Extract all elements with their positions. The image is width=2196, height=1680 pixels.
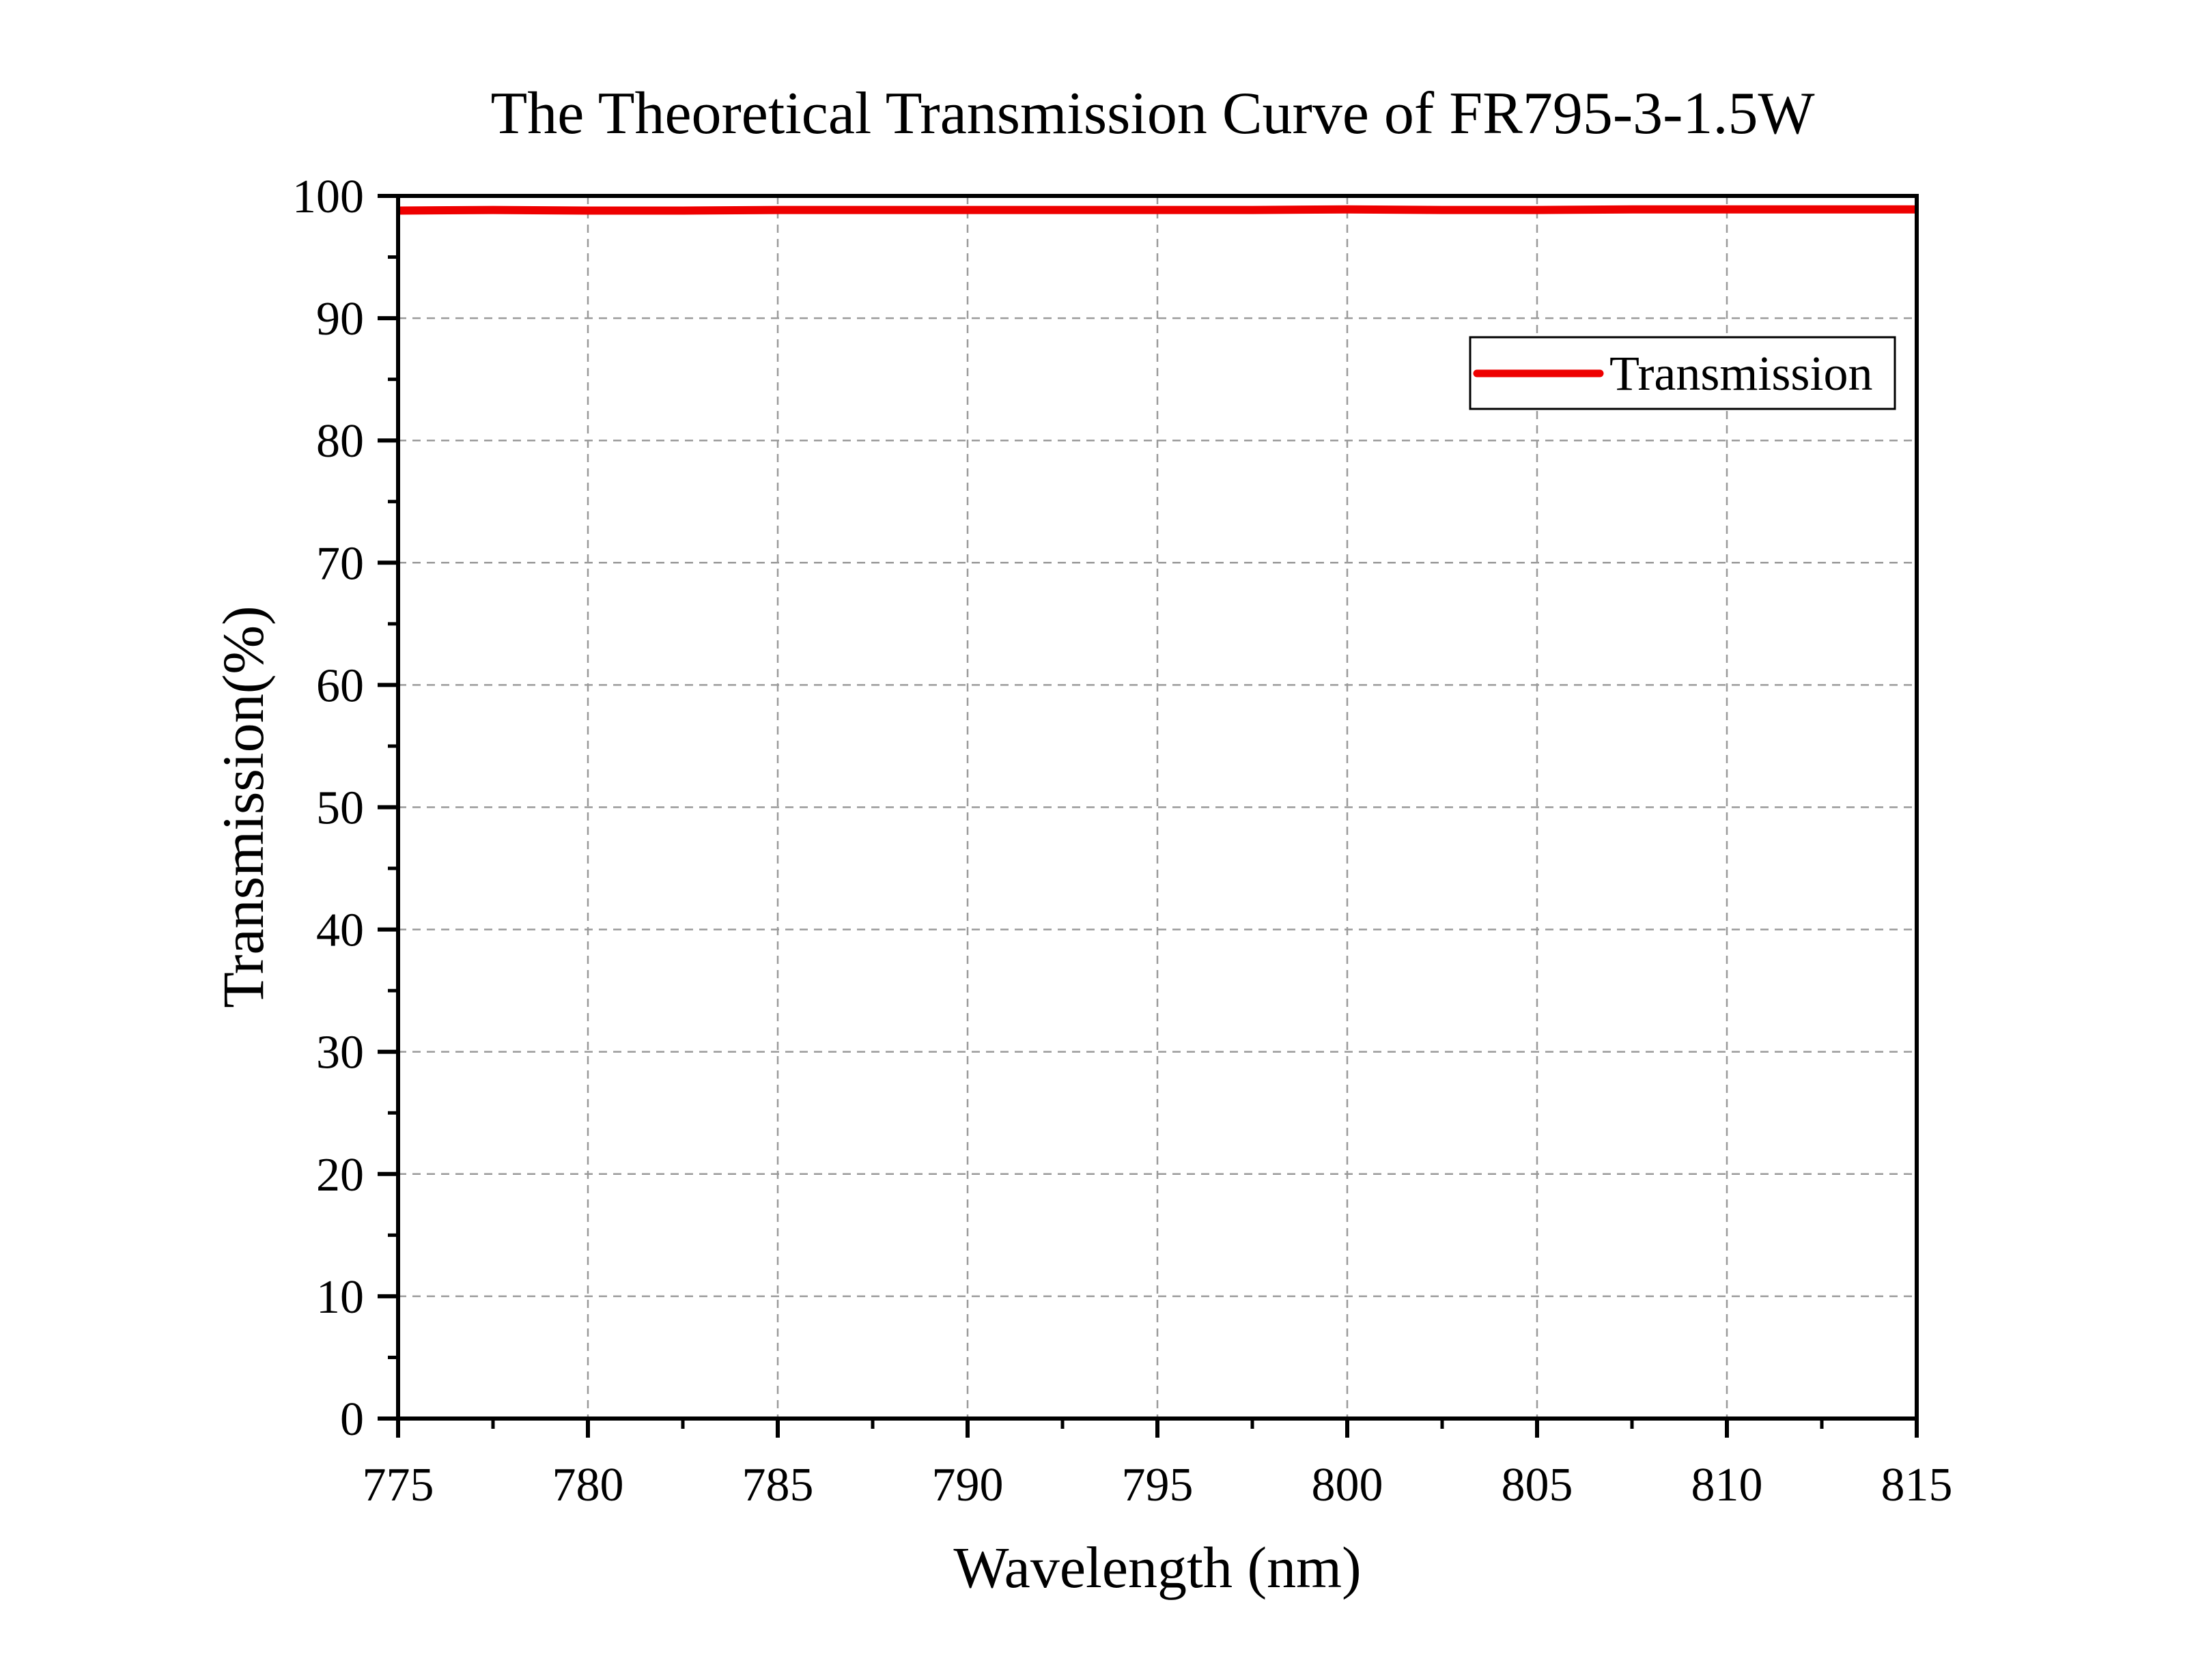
y-tick-label: 100 — [292, 171, 364, 223]
y-tick-label: 70 — [316, 537, 364, 590]
legend: Transmission — [1469, 336, 1896, 410]
x-tick-label: 790 — [932, 1459, 1004, 1511]
y-tick-label: 10 — [316, 1271, 364, 1324]
y-tick-label: 20 — [316, 1149, 364, 1201]
major-ticks — [378, 194, 1919, 1438]
x-tick-label: 800 — [1312, 1459, 1383, 1511]
plot-frame — [396, 194, 1919, 1421]
x-tick-label: 810 — [1691, 1459, 1763, 1511]
x-tick-label: 785 — [742, 1459, 814, 1511]
y-tick-label: 90 — [316, 293, 364, 345]
legend-label-transmission: Transmission — [1609, 346, 1872, 401]
x-tick-label: 815 — [1881, 1459, 1953, 1511]
y-tick-label: 50 — [316, 782, 364, 835]
y-tick-label: 40 — [316, 905, 364, 957]
minor-ticks — [388, 255, 1824, 1429]
series-line-transmission — [397, 205, 1917, 215]
chart-title: The Theoretical Transmission Curve of FR… — [490, 81, 1814, 147]
x-tick-label: 775 — [363, 1459, 434, 1511]
x-tick-label: 805 — [1502, 1459, 1573, 1511]
x-tick-label: 780 — [552, 1459, 624, 1511]
y-tick-label: 0 — [340, 1393, 364, 1446]
grid-lines — [398, 196, 1917, 1419]
y-axis-label: Transmission(%) — [210, 606, 276, 1008]
x-tick-label: 795 — [1122, 1459, 1194, 1511]
y-tick-label: 80 — [316, 415, 364, 468]
y-tick-label: 30 — [316, 1027, 364, 1079]
x-axis-label: Wavelength (nm) — [953, 1535, 1361, 1600]
series-layer — [397, 205, 1917, 215]
x-tick-labels: 775 780 785 790 795 800 805 810 815 — [363, 1459, 1953, 1511]
y-tick-label: 60 — [316, 659, 364, 712]
y-tick-labels: 0 10 20 30 40 50 60 70 80 90 100 — [292, 171, 364, 1446]
